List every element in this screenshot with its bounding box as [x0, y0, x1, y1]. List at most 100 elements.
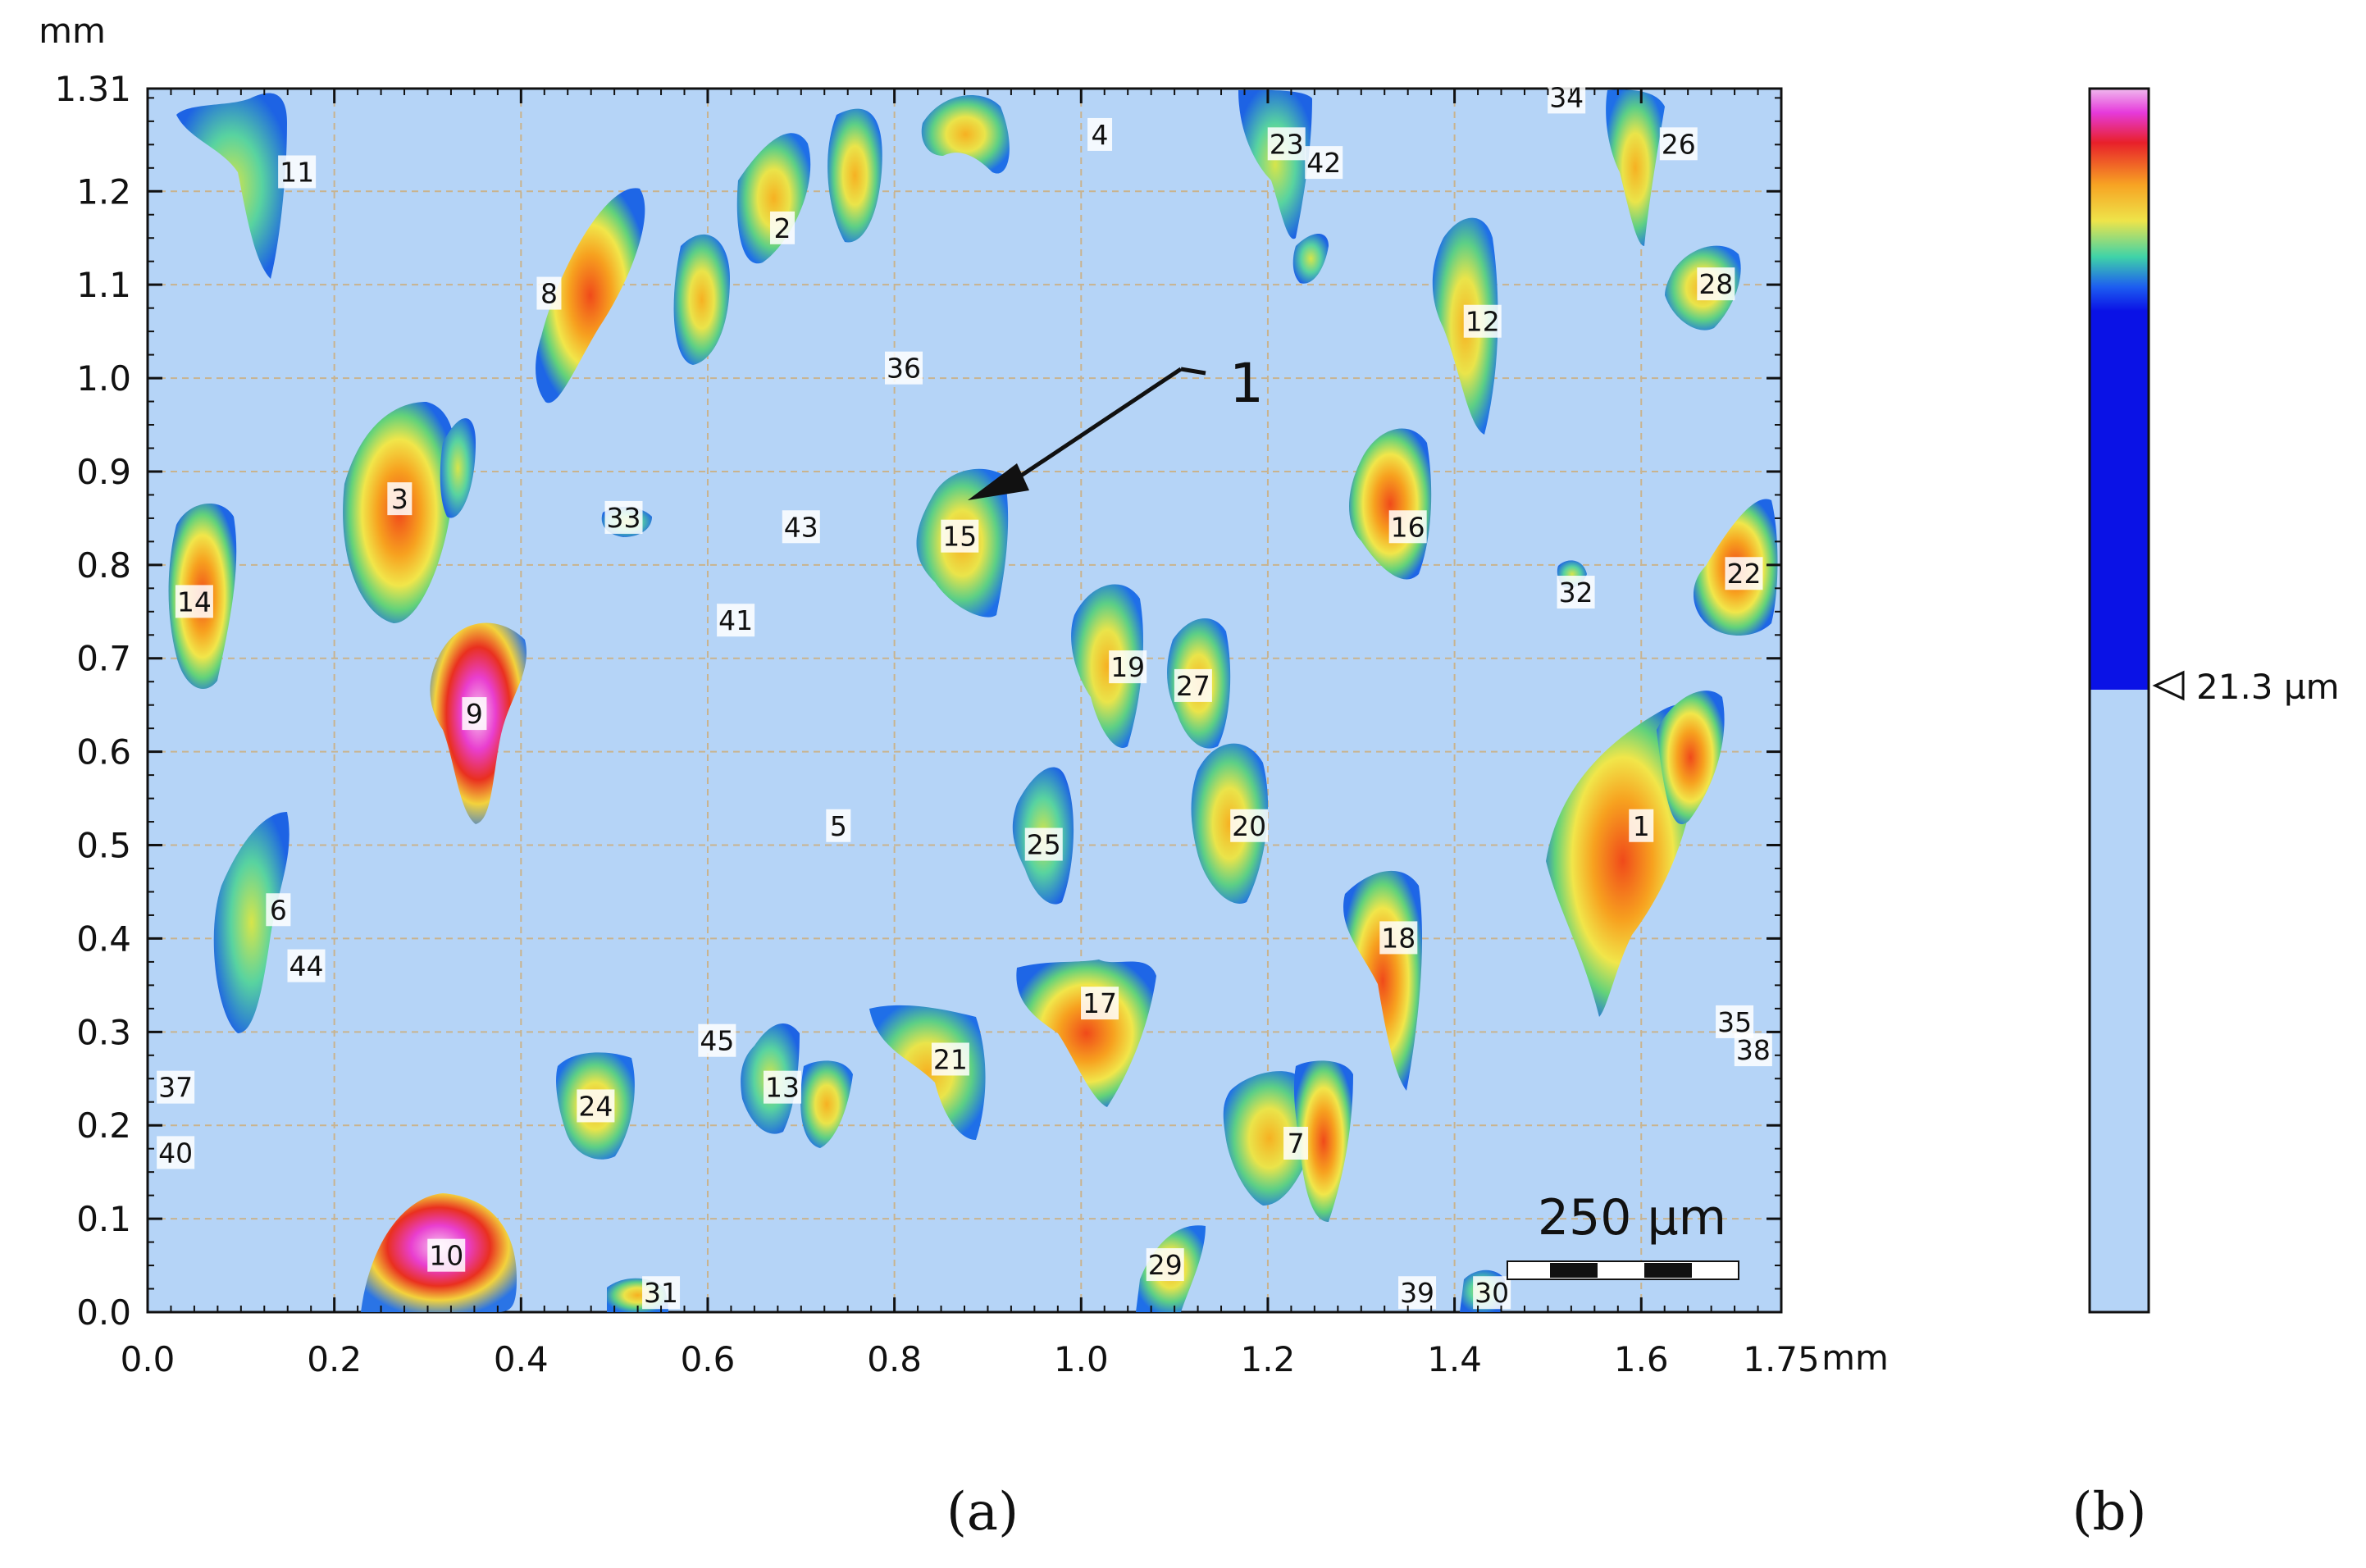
particle-label-14: 14 [175, 585, 213, 618]
particle-label-39: 39 [1398, 1276, 1437, 1310]
particle-id: 40 [158, 1137, 193, 1169]
x-tick-label: 0.8 [867, 1339, 922, 1379]
particle-blob [440, 418, 476, 518]
particle-id: 7 [1288, 1128, 1305, 1160]
particle-label-21: 21 [931, 1042, 969, 1076]
threshold-label: 21.3 µm [2196, 667, 2340, 707]
particle-id: 4 [1092, 119, 1109, 151]
particle-id: 16 [1391, 511, 1425, 543]
particle-id: 34 [1549, 81, 1584, 113]
particle-id: 15 [942, 521, 977, 553]
particle-blob [736, 133, 811, 264]
particle-label-25: 25 [1024, 827, 1063, 861]
particle-label-43: 43 [782, 510, 820, 544]
particle-blob [800, 1060, 853, 1148]
particle-label-18: 18 [1379, 921, 1418, 955]
particle-id: 17 [1083, 987, 1117, 1019]
particle-label-7: 7 [1283, 1126, 1309, 1160]
y-tick-label: 0.0 [76, 1292, 131, 1333]
y-tick-label: 0.7 [76, 639, 131, 679]
particle-id: 19 [1110, 651, 1145, 683]
x-tick-label: 1.4 [1427, 1339, 1482, 1379]
particle-id: 35 [1717, 1006, 1752, 1038]
particle-label-16: 16 [1388, 510, 1427, 544]
particle-id: 37 [158, 1072, 193, 1104]
particle-blob [1292, 234, 1329, 284]
x-tick-label: 1.0 [1054, 1339, 1109, 1379]
y-tick-label: 0.3 [76, 1012, 131, 1052]
particle-id: 10 [429, 1240, 463, 1272]
particle-id: 12 [1466, 306, 1500, 338]
particle-blob [1016, 959, 1156, 1107]
particle-blob [1293, 1060, 1353, 1222]
particle-id: 14 [177, 586, 212, 618]
particle-label-2: 2 [770, 211, 796, 244]
particle-id: 23 [1270, 128, 1304, 160]
particle-label-13: 13 [764, 1070, 802, 1104]
particle-id: 36 [887, 353, 921, 385]
particle-blob [1238, 89, 1312, 239]
particle-id: 30 [1475, 1277, 1509, 1309]
particle-label-41: 41 [717, 604, 755, 637]
particle-label-42: 42 [1305, 146, 1343, 180]
particle-id: 25 [1027, 829, 1061, 861]
y-tick-label: 0.1 [76, 1199, 131, 1239]
y-tick-label: 1.0 [76, 358, 131, 399]
particle-blob [1546, 704, 1700, 1017]
particle-label-8: 8 [536, 276, 562, 310]
scale-bar-label: 250 µm [1538, 1189, 1726, 1247]
particle-blob [921, 95, 1010, 174]
particle-id: 1 [1633, 810, 1650, 842]
particle-label-27: 27 [1174, 668, 1212, 702]
x-tick-label: 0.2 [307, 1339, 362, 1379]
particle-label-1: 1 [1629, 809, 1654, 842]
colorbar: 21.3 µm [2088, 87, 2340, 1314]
panel-label-b: (b) [2072, 1482, 2147, 1543]
particle-id: 13 [765, 1072, 800, 1104]
particle-id: 39 [1400, 1277, 1434, 1309]
particle-blob [673, 234, 730, 365]
y-tick-label: 0.6 [76, 732, 131, 773]
particle-label-19: 19 [1109, 650, 1147, 684]
particle-label-10: 10 [427, 1238, 466, 1272]
particle-id: 11 [280, 157, 314, 189]
particle-id: 43 [784, 511, 818, 543]
particle-label-36: 36 [885, 351, 923, 385]
y-tick-label: 0.2 [76, 1105, 131, 1146]
particle-label-29: 29 [1146, 1248, 1184, 1282]
particle-blob [1071, 584, 1144, 748]
y-tick-label: 0.5 [76, 826, 131, 866]
particle-id: 6 [270, 894, 287, 926]
scale-bar: 250 µm [1507, 1189, 1739, 1280]
particle-label-26: 26 [1659, 127, 1698, 161]
annotation-arrow [968, 367, 1206, 500]
particle-label-23: 23 [1267, 127, 1306, 161]
particle-label-3: 3 [387, 482, 413, 516]
particle-id: 32 [1559, 577, 1593, 609]
particle-label-20: 20 [1230, 809, 1269, 842]
particle-id: 24 [578, 1090, 613, 1122]
particle-id: 31 [644, 1277, 678, 1309]
particle-id: 3 [391, 483, 408, 515]
particle-label-33: 33 [604, 500, 643, 534]
particle-id: 2 [774, 212, 791, 244]
particle-id: 29 [1148, 1249, 1183, 1281]
y-tick-label: 0.9 [76, 452, 131, 492]
particle-id: 5 [830, 810, 847, 842]
particle-blob [1223, 1071, 1315, 1206]
particle-id: 28 [1698, 268, 1733, 300]
particle-label-38: 38 [1734, 1033, 1772, 1067]
x-tick-label: 0.4 [494, 1339, 549, 1379]
x-tick-label: 0.0 [121, 1339, 176, 1379]
x-axis-unit: mm [1821, 1338, 1889, 1378]
particle-id: 9 [466, 698, 483, 730]
particle-label-17: 17 [1081, 987, 1119, 1020]
particle-blob [1657, 691, 1725, 825]
particle-label-4: 4 [1087, 117, 1113, 151]
particle-id: 45 [700, 1025, 734, 1057]
particle-label-40: 40 [157, 1136, 195, 1169]
particle-id: 44 [289, 950, 324, 982]
particle-blob [827, 108, 882, 243]
